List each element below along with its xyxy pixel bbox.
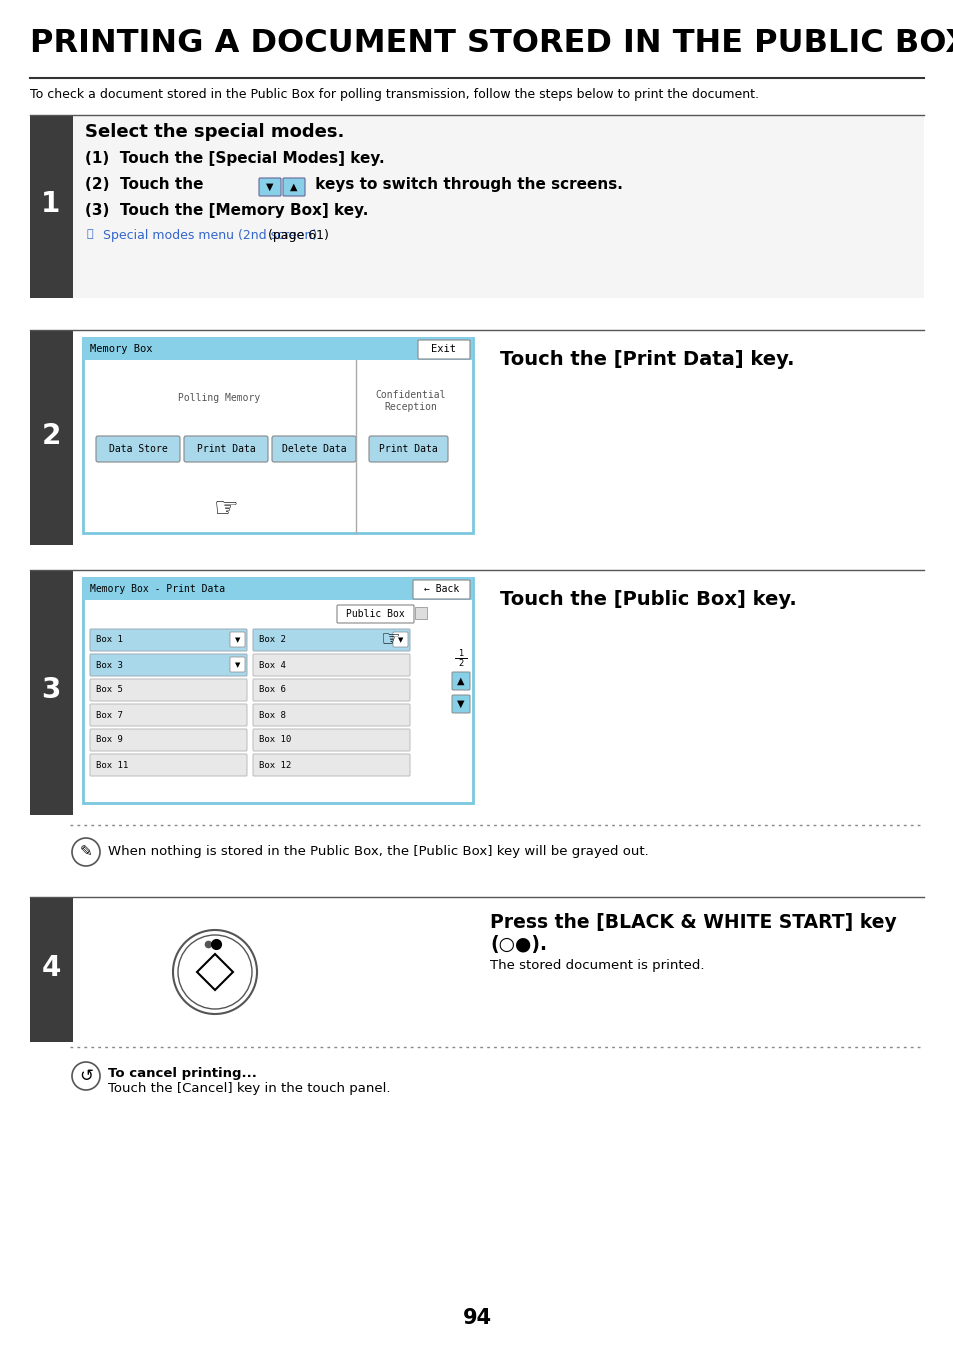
Text: ✎: ✎: [79, 844, 92, 859]
FancyBboxPatch shape: [90, 654, 247, 676]
Text: ▼: ▼: [397, 638, 403, 643]
Text: Select the special modes.: Select the special modes.: [85, 123, 344, 141]
Bar: [415, 607, 427, 619]
FancyBboxPatch shape: [253, 630, 410, 651]
Text: Touch the [Public Box] key.: Touch the [Public Box] key.: [499, 590, 796, 609]
Bar: [83, 578, 473, 802]
Text: ☞: ☞: [213, 494, 238, 523]
Text: Confidential
Reception: Confidential Reception: [375, 390, 445, 412]
Bar: [30, 570, 73, 815]
Text: 3: 3: [41, 677, 61, 704]
Text: 1: 1: [457, 648, 463, 658]
Bar: [30, 115, 73, 299]
Text: Special modes menu (2nd screen): Special modes menu (2nd screen): [103, 230, 317, 242]
Text: Polling Memory: Polling Memory: [178, 393, 260, 403]
Text: Data Store: Data Store: [109, 444, 167, 454]
FancyBboxPatch shape: [253, 680, 410, 701]
FancyBboxPatch shape: [272, 436, 355, 462]
FancyBboxPatch shape: [253, 704, 410, 725]
Text: (1)  Touch the [Special Modes] key.: (1) Touch the [Special Modes] key.: [85, 151, 384, 166]
FancyBboxPatch shape: [184, 436, 268, 462]
FancyBboxPatch shape: [253, 654, 410, 676]
FancyBboxPatch shape: [452, 671, 470, 690]
Text: keys to switch through the screens.: keys to switch through the screens.: [310, 177, 622, 192]
Text: 1: 1: [41, 190, 61, 219]
Text: Box 3: Box 3: [96, 661, 123, 670]
Text: Public Box: Public Box: [346, 609, 404, 619]
FancyBboxPatch shape: [90, 754, 247, 775]
Bar: [83, 338, 473, 534]
Text: Box 9: Box 9: [96, 735, 123, 744]
Text: Box 10: Box 10: [258, 735, 291, 744]
Bar: [30, 897, 73, 1042]
FancyBboxPatch shape: [90, 680, 247, 701]
Text: Memory Box - Print Data: Memory Box - Print Data: [90, 584, 225, 594]
FancyBboxPatch shape: [452, 694, 470, 713]
Text: ▼: ▼: [266, 182, 274, 192]
Bar: [83, 338, 473, 359]
FancyBboxPatch shape: [258, 178, 281, 196]
FancyBboxPatch shape: [413, 580, 470, 598]
Text: Box 8: Box 8: [258, 711, 286, 720]
Text: To check a document stored in the Public Box for polling transmission, follow th: To check a document stored in the Public…: [30, 88, 759, 101]
Polygon shape: [196, 954, 233, 990]
Text: Box 7: Box 7: [96, 711, 123, 720]
FancyBboxPatch shape: [90, 704, 247, 725]
FancyBboxPatch shape: [393, 632, 408, 647]
Text: (page 61): (page 61): [264, 230, 329, 242]
Bar: [30, 330, 73, 544]
Text: The stored document is printed.: The stored document is printed.: [490, 959, 703, 971]
Text: 94: 94: [462, 1308, 491, 1328]
Text: Touch the [Cancel] key in the touch panel.: Touch the [Cancel] key in the touch pane…: [108, 1082, 390, 1096]
Text: To cancel printing...: To cancel printing...: [108, 1067, 256, 1079]
Text: Print Data: Print Data: [196, 444, 255, 454]
Text: Delete Data: Delete Data: [281, 444, 346, 454]
FancyBboxPatch shape: [369, 436, 448, 462]
Text: Memory Box: Memory Box: [90, 345, 152, 354]
Text: 2: 2: [457, 659, 463, 669]
FancyBboxPatch shape: [90, 630, 247, 651]
Text: Box 6: Box 6: [258, 685, 286, 694]
Text: 📰: 📰: [87, 230, 93, 239]
Text: Box 11: Box 11: [96, 761, 128, 770]
Bar: [73, 115, 923, 299]
Text: (3)  Touch the [Memory Box] key.: (3) Touch the [Memory Box] key.: [85, 203, 368, 218]
Text: ▲: ▲: [456, 676, 464, 686]
FancyBboxPatch shape: [90, 730, 247, 751]
Text: Print Data: Print Data: [378, 444, 437, 454]
Text: Box 1: Box 1: [96, 635, 123, 644]
Text: (2)  Touch the: (2) Touch the: [85, 177, 209, 192]
Text: (○●).: (○●).: [490, 935, 546, 954]
FancyBboxPatch shape: [336, 605, 414, 623]
Text: 2: 2: [41, 422, 61, 450]
Text: Box 12: Box 12: [258, 761, 291, 770]
FancyBboxPatch shape: [230, 632, 245, 647]
Text: ▲: ▲: [290, 182, 297, 192]
Text: ▼: ▼: [456, 698, 464, 709]
Text: Box 2: Box 2: [258, 635, 286, 644]
Text: Press the [BLACK & WHITE START] key: Press the [BLACK & WHITE START] key: [490, 913, 896, 932]
Text: Box 5: Box 5: [96, 685, 123, 694]
Circle shape: [71, 1062, 100, 1090]
Circle shape: [172, 929, 256, 1015]
Text: Touch the [Print Data] key.: Touch the [Print Data] key.: [499, 350, 794, 369]
FancyBboxPatch shape: [283, 178, 305, 196]
Bar: [83, 578, 473, 600]
FancyBboxPatch shape: [417, 340, 470, 359]
Text: ☞: ☞: [380, 630, 400, 650]
Text: ▼: ▼: [234, 638, 240, 643]
Circle shape: [71, 838, 100, 866]
Text: ↺: ↺: [79, 1067, 92, 1085]
Text: Box 4: Box 4: [258, 661, 286, 670]
Text: Exit: Exit: [431, 345, 456, 354]
Text: 4: 4: [41, 954, 61, 981]
Text: ▼: ▼: [234, 662, 240, 667]
Text: PRINTING A DOCUMENT STORED IN THE PUBLIC BOX: PRINTING A DOCUMENT STORED IN THE PUBLIC…: [30, 28, 953, 59]
Text: When nothing is stored in the Public Box, the [Public Box] key will be grayed ou: When nothing is stored in the Public Box…: [108, 844, 648, 858]
FancyBboxPatch shape: [96, 436, 180, 462]
FancyBboxPatch shape: [253, 754, 410, 775]
FancyBboxPatch shape: [253, 730, 410, 751]
Text: ← Back: ← Back: [423, 584, 458, 594]
FancyBboxPatch shape: [230, 657, 245, 671]
